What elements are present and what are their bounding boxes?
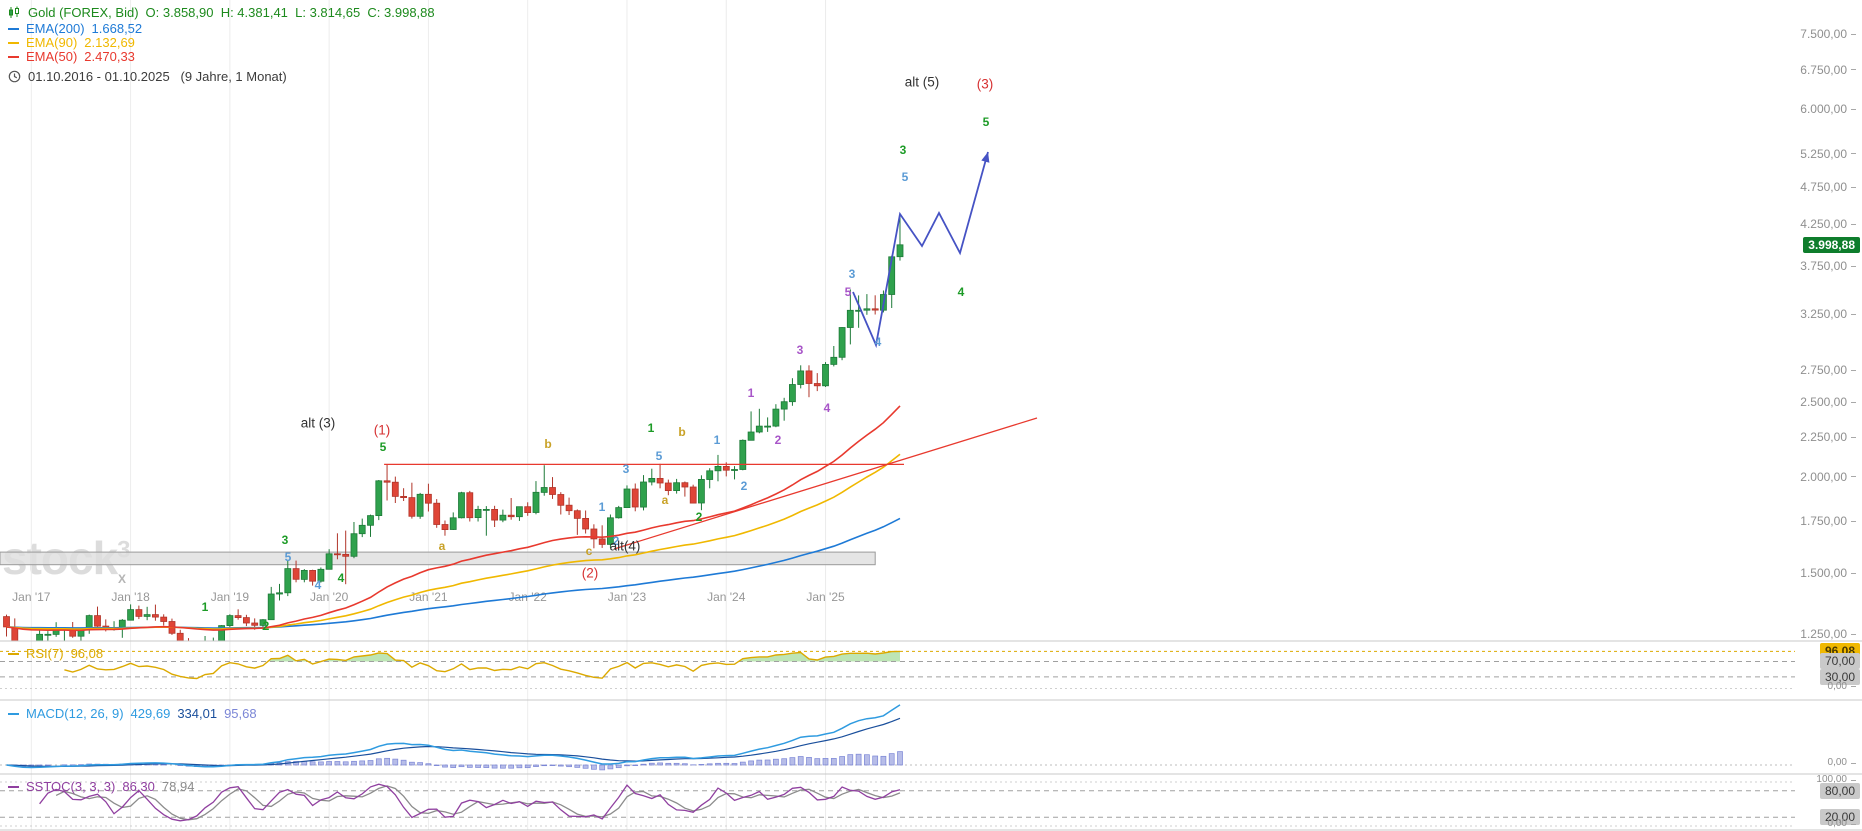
- projection-arrowhead: [981, 152, 990, 163]
- macd-layer: [0, 704, 1795, 771]
- svg-text:Jan '21: Jan '21: [409, 590, 448, 604]
- x-axis-labels: Jan '17 Jan '18 Jan '19 Jan '20 Jan '21 Jan '…: [12, 590, 845, 604]
- projection-path[interactable]: [852, 151, 989, 349]
- svg-text:Jan '20: Jan '20: [310, 590, 349, 604]
- svg-text:Jan '25: Jan '25: [806, 590, 845, 604]
- svg-text:Jan '18: Jan '18: [111, 590, 150, 604]
- support-zone[interactable]: [0, 551, 876, 566]
- ema-lines-layer: [6, 405, 901, 632]
- sstoc-layer: [0, 781, 1795, 827]
- rsi-layer: [0, 650, 1795, 689]
- svg-text:Jan '19: Jan '19: [211, 590, 250, 604]
- trendline[interactable]: [613, 417, 1038, 550]
- svg-text:Jan '24: Jan '24: [707, 590, 746, 604]
- svg-text:Jan '23: Jan '23: [608, 590, 647, 604]
- grid-layer: [30, 0, 827, 830]
- svg-text:Jan '17: Jan '17: [12, 590, 51, 604]
